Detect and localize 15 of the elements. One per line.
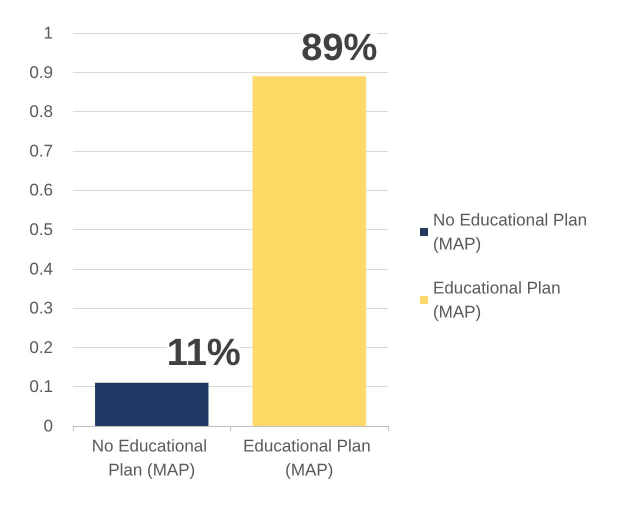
y-tick-label: 0.7 (29, 141, 53, 160)
y-tick-label: 0.9 (29, 62, 53, 82)
data-label: 89% (301, 27, 378, 70)
y-tick-label: 0.8 (29, 102, 53, 122)
y-tick-label: 0.6 (29, 180, 53, 200)
y-tick-label: 0.3 (29, 298, 53, 318)
data-label: 11% (166, 332, 241, 374)
y-tick-label: 0.2 (29, 338, 53, 357)
legend-label: Educational Plan (MAP) (433, 278, 566, 322)
y-tick-label: 0.1 (29, 377, 53, 396)
y-tick-label: 1 (44, 24, 53, 42)
y-tick-label: 0.4 (29, 259, 53, 278)
y-tick-label: 0 (44, 416, 53, 436)
y-tick-label: 0.5 (29, 220, 53, 239)
legend-label: No Educational Plan (MAP) (433, 210, 592, 254)
